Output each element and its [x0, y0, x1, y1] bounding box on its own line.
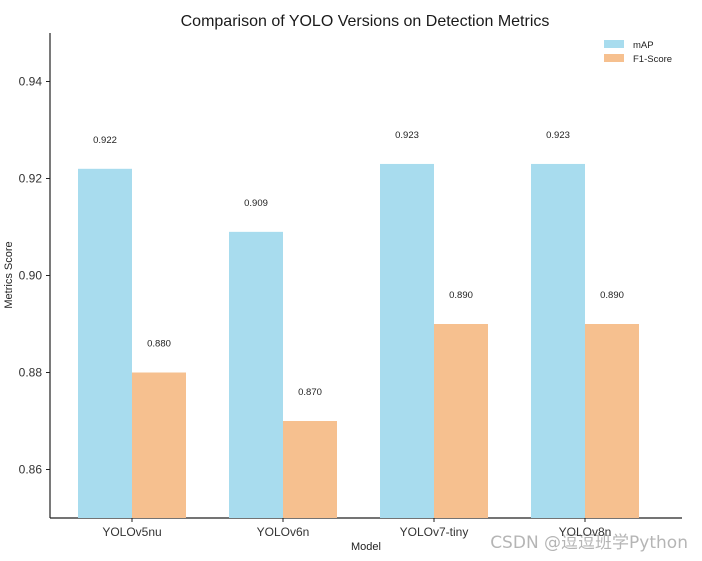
- bar-f1-score: [434, 324, 488, 518]
- data-label: 0.923: [546, 130, 570, 141]
- bar-map: [229, 231, 283, 518]
- legend-label: mAP: [633, 40, 654, 51]
- data-label: 0.923: [395, 130, 419, 141]
- y-tick-label: 0.88: [19, 366, 43, 380]
- bar-map: [78, 168, 132, 519]
- legend-label: F1-Score: [633, 54, 672, 65]
- chart-title: Comparison of YOLO Versions on Detection…: [181, 13, 550, 30]
- data-label: 0.909: [244, 198, 268, 209]
- legend-swatch: [604, 54, 624, 62]
- bar-f1-score: [132, 372, 186, 518]
- x-axis-label: Model: [351, 541, 381, 553]
- x-tick-label: YOLOv6n: [257, 525, 310, 539]
- legend-swatch: [604, 40, 624, 48]
- y-tick-label: 0.94: [19, 75, 43, 89]
- y-tick-label: 0.90: [19, 269, 43, 283]
- y-tick-label: 0.92: [19, 172, 43, 186]
- bar-map: [531, 163, 585, 518]
- bar-map: [380, 163, 434, 518]
- data-label: 0.890: [449, 290, 473, 301]
- y-tick-label: 0.86: [19, 463, 43, 477]
- bar-f1-score: [585, 324, 639, 518]
- data-label: 0.880: [147, 339, 171, 350]
- data-label: 0.890: [600, 290, 624, 301]
- watermark: CSDN @逗逗班学Python: [490, 533, 688, 553]
- data-label: 0.922: [93, 135, 117, 146]
- x-tick-label: YOLOv7-tiny: [400, 525, 469, 539]
- x-tick-label: YOLOv8n: [559, 525, 612, 539]
- y-axis-label: Metrics Score: [3, 241, 15, 308]
- x-tick-label: YOLOv5nu: [102, 525, 161, 539]
- data-label: 0.870: [298, 387, 322, 398]
- bar-f1-score: [283, 421, 337, 518]
